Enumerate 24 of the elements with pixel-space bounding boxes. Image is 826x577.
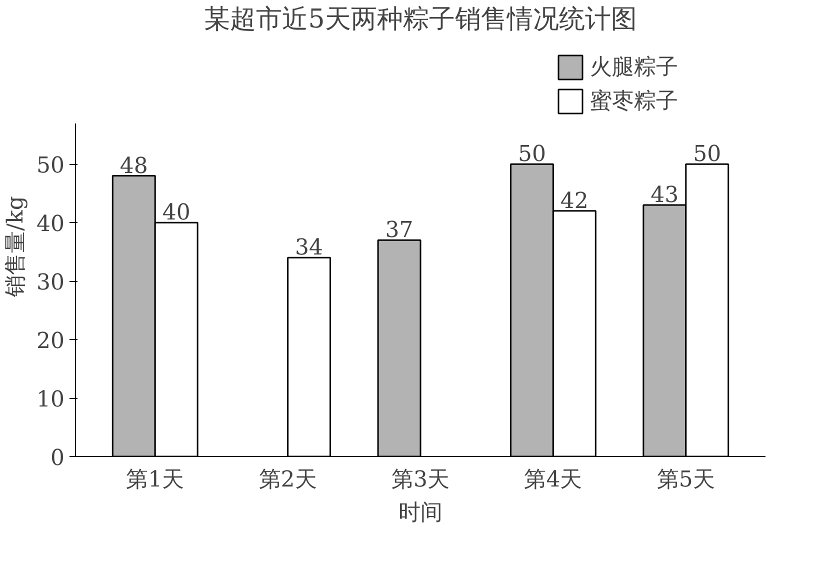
data-label: 48 <box>120 154 148 179</box>
chart-title: 某超市近5天两种粽子销售情况统计图 <box>204 4 637 34</box>
y-tick-label: 10 <box>36 388 65 413</box>
x-tick-label: 第3天 <box>392 468 450 492</box>
x-axis-title: 时间 <box>398 500 442 526</box>
data-label: 40 <box>162 200 190 226</box>
x-tick-label: 第5天 <box>656 468 715 492</box>
data-label: 37 <box>385 218 414 244</box>
y-axis-title: 销售量/kg <box>4 196 29 298</box>
x-tick-label: 第4天 <box>524 468 582 492</box>
data-label: 50 <box>693 142 722 168</box>
data-label: 42 <box>560 188 588 214</box>
data-label: 50 <box>518 142 546 168</box>
y-tick-label: 40 <box>36 212 65 238</box>
y-tick-label: 20 <box>36 329 65 354</box>
legend-label: 蜜枣粽子 <box>590 88 678 116</box>
x-tick-label: 第1天 <box>126 468 184 492</box>
y-tick-label: 50 <box>36 154 65 179</box>
data-label: 34 <box>295 236 324 261</box>
legend-label: 火腿粽子 <box>590 54 678 82</box>
x-tick-label: 第2天 <box>258 468 317 492</box>
y-tick-label: 30 <box>36 270 65 296</box>
data-label: 43 <box>650 183 679 208</box>
y-tick-label: 0 <box>50 446 65 471</box>
